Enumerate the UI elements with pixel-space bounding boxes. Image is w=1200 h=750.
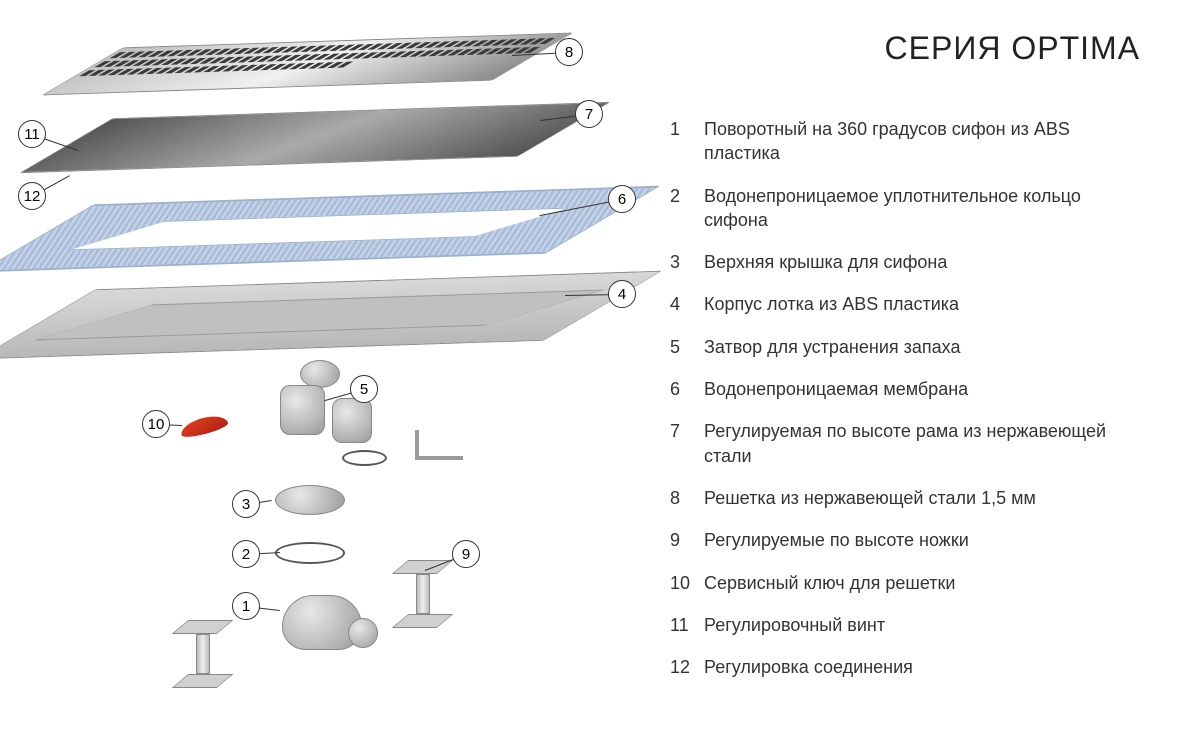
legend-row: 12Регулировка соединения	[670, 655, 1140, 679]
legend-label: Регулируемые по высоте ножки	[704, 528, 969, 552]
legend-label: Водонепроницаемая мембрана	[704, 377, 968, 401]
series-title: СЕРИЯ OPTIMA	[670, 30, 1140, 67]
legend-label: Регулировочный винт	[704, 613, 885, 637]
legend-row: 9Регулируемые по высоте ножки	[670, 528, 1140, 552]
legend-row: 5Затвор для устранения запаха	[670, 335, 1140, 359]
legend-label: Затвор для устранения запаха	[704, 335, 960, 359]
legend-number: 7	[670, 419, 704, 468]
legend-list: 1Поворотный на 360 градусов сифон из ABS…	[670, 117, 1140, 679]
legend-panel: СЕРИЯ OPTIMA 1Поворотный на 360 градусов…	[660, 0, 1180, 750]
legend-number: 1	[670, 117, 704, 166]
exploded-diagram: 123456789101112	[0, 0, 640, 750]
legend-label: Регулируемая по высоте рама из нержавеющ…	[704, 419, 1140, 468]
legend-row: 4Корпус лотка из ABS пластика	[670, 292, 1140, 316]
legend-row: 11Регулировочный винт	[670, 613, 1140, 637]
callout-12: 12	[0, 0, 640, 750]
legend-label: Решетка из нержавеющей стали 1,5 мм	[704, 486, 1036, 510]
legend-label: Верхняя крышка для сифона	[704, 250, 947, 274]
legend-number: 6	[670, 377, 704, 401]
legend-number: 10	[670, 571, 704, 595]
legend-number: 11	[670, 613, 704, 637]
legend-number: 2	[670, 184, 704, 233]
legend-row: 8Решетка из нержавеющей стали 1,5 мм	[670, 486, 1140, 510]
legend-label: Сервисный ключ для решетки	[704, 571, 955, 595]
legend-number: 3	[670, 250, 704, 274]
legend-row: 1Поворотный на 360 градусов сифон из ABS…	[670, 117, 1140, 166]
legend-row: 6Водонепроницаемая мембрана	[670, 377, 1140, 401]
legend-label: Корпус лотка из ABS пластика	[704, 292, 959, 316]
legend-number: 5	[670, 335, 704, 359]
legend-number: 8	[670, 486, 704, 510]
callout-bubble: 12	[18, 182, 46, 210]
legend-label: Водонепроницаемое уплотнительное кольцо …	[704, 184, 1140, 233]
legend-row: 2Водонепроницаемое уплотнительное кольцо…	[670, 184, 1140, 233]
legend-row: 10Сервисный ключ для решетки	[670, 571, 1140, 595]
legend-number: 9	[670, 528, 704, 552]
legend-label: Поворотный на 360 градусов сифон из ABS …	[704, 117, 1140, 166]
legend-row: 3Верхняя крышка для сифона	[670, 250, 1140, 274]
legend-number: 12	[670, 655, 704, 679]
legend-label: Регулировка соединения	[704, 655, 913, 679]
legend-row: 7Регулируемая по высоте рама из нержавею…	[670, 419, 1140, 468]
legend-number: 4	[670, 292, 704, 316]
